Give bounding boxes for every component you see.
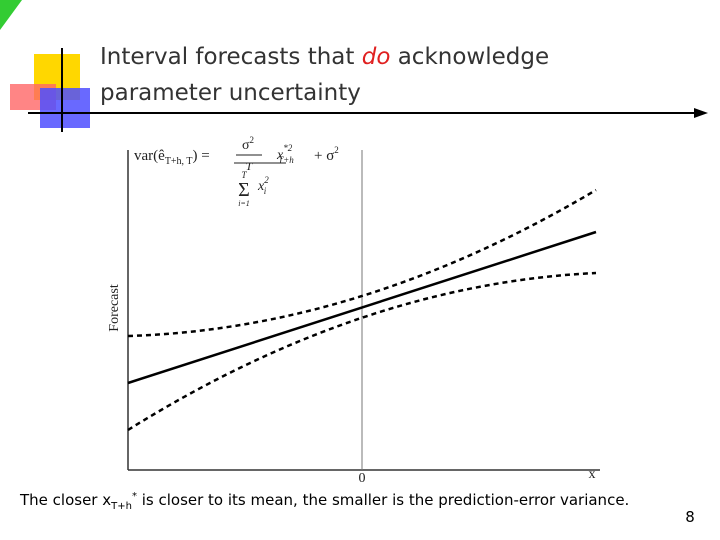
text-part: The closer x bbox=[19, 491, 111, 509]
lower-band bbox=[127, 271, 597, 432]
text-part: var(ê bbox=[134, 148, 165, 164]
formula: var(êT+h, T) = σ2 T x*2 T+h + σ2 T Σ i=1 … bbox=[134, 135, 339, 208]
text-part: is closer to its mean, the smaller is th… bbox=[137, 491, 629, 509]
text-part: *2 bbox=[283, 143, 293, 153]
text-part: T+h, T bbox=[165, 156, 193, 167]
upper-band bbox=[127, 188, 597, 338]
y-axis-label: Forecast bbox=[107, 284, 122, 332]
text-part: ) = bbox=[193, 148, 210, 164]
caption: The closer xT+h* is closer to its mean, … bbox=[19, 491, 629, 512]
text-part: T+h bbox=[278, 155, 294, 165]
text-part: 2 bbox=[334, 145, 339, 155]
text-part: T+h bbox=[110, 501, 132, 512]
sum-lower: i=1 bbox=[238, 199, 250, 208]
formula-x: x*2 T+h bbox=[276, 143, 294, 165]
formula-T: T bbox=[246, 159, 254, 173]
title-text: acknowledge bbox=[390, 44, 549, 70]
text-part: x bbox=[257, 179, 265, 194]
blue-square bbox=[40, 88, 90, 128]
x-axis-label: x bbox=[589, 467, 596, 482]
formula-plus-sigma: + σ2 bbox=[314, 145, 339, 164]
page-number: 8 bbox=[685, 508, 695, 526]
text-part: i bbox=[264, 186, 267, 196]
title-line-2: parameter uncertainty bbox=[100, 80, 361, 106]
title-text: Interval forecasts that bbox=[100, 44, 362, 70]
sum-upper: T bbox=[241, 170, 247, 180]
text-part: σ bbox=[242, 138, 250, 153]
x-origin-label: 0 bbox=[359, 471, 366, 486]
title-line-1: Interval forecasts that do acknowledge bbox=[100, 44, 549, 70]
text-part: * bbox=[132, 491, 137, 502]
corner-triangle bbox=[0, 0, 22, 30]
formula-sigma: σ2 bbox=[242, 135, 254, 153]
text-part: x bbox=[276, 148, 284, 163]
sum-term: x2 i bbox=[257, 175, 269, 196]
formula-lhs: var(êT+h, T) = bbox=[134, 148, 210, 167]
text-part: 2 bbox=[264, 175, 269, 185]
sum-sign: Σ bbox=[238, 179, 250, 201]
text-part: 2 bbox=[250, 135, 255, 145]
title-emphasis: do bbox=[362, 44, 391, 70]
text-part: + σ bbox=[314, 148, 334, 164]
point-forecast bbox=[127, 230, 597, 385]
rule-arrow bbox=[694, 108, 708, 118]
figure: Forecast 0 x var(êT+h, T) = σ2 T x*2 T+h … bbox=[107, 135, 600, 486]
